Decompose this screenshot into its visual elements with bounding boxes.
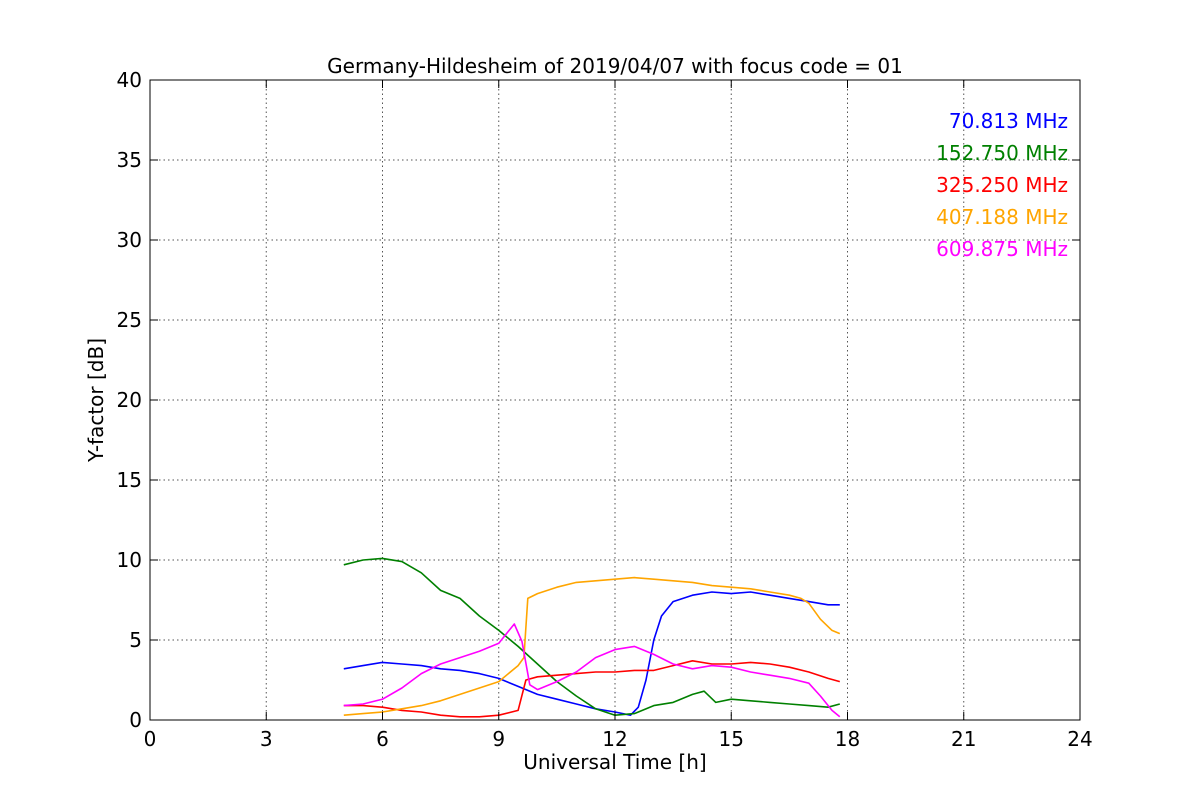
- legend-entry-4: 609.875 MHz: [936, 237, 1068, 261]
- legend-entry-3: 407.188 MHz: [936, 205, 1068, 229]
- series-line-2: [343, 659, 841, 718]
- legend-entry-2: 325.250 MHz: [936, 173, 1068, 197]
- series-line-1: [343, 557, 841, 717]
- y-tick-label: 20: [117, 388, 142, 412]
- x-axis-label: Universal Time [h]: [523, 750, 706, 774]
- x-tick-label: 9: [492, 727, 505, 751]
- legend-entry-1: 152.750 MHz: [936, 141, 1068, 165]
- y-axis-label: Y-factor [dB]: [84, 338, 108, 463]
- y-tick-label: 10: [117, 548, 142, 572]
- x-tick-label: 6: [376, 727, 389, 751]
- y-tick-label: 25: [117, 308, 142, 332]
- legend: 70.813 MHz 152.750 MHz 325.250 MHz 407.188 …: [936, 109, 1068, 261]
- series-group: [343, 557, 841, 718]
- chart-title: Germany-Hildesheim of 2019/04/07 with fo…: [327, 54, 903, 78]
- ticks: 0 3 6 9 12 15 18 21 24 0 5 10 15 20 25 30 35 40: [117, 68, 1093, 751]
- x-tick-label: 12: [602, 727, 627, 751]
- x-tick-label: 18: [835, 727, 860, 751]
- y-tick-label: 0: [129, 708, 142, 732]
- x-tick-label: 24: [1067, 727, 1092, 751]
- x-tick-label: 0: [144, 727, 157, 751]
- x-tick-label: 15: [719, 727, 744, 751]
- series-line-4: [343, 623, 841, 718]
- y-tick-label: 30: [117, 228, 142, 252]
- y-tick-label: 5: [129, 628, 142, 652]
- grid: [150, 80, 1080, 720]
- x-tick-label: 21: [951, 727, 976, 751]
- x-tick-label: 3: [260, 727, 273, 751]
- y-tick-label: 35: [117, 148, 142, 172]
- y-tick-label: 15: [117, 468, 142, 492]
- series-line-0: [343, 591, 840, 717]
- series-line-3: [343, 576, 841, 716]
- legend-entry-0: 70.813 MHz: [949, 109, 1068, 133]
- y-tick-label: 40: [117, 68, 142, 92]
